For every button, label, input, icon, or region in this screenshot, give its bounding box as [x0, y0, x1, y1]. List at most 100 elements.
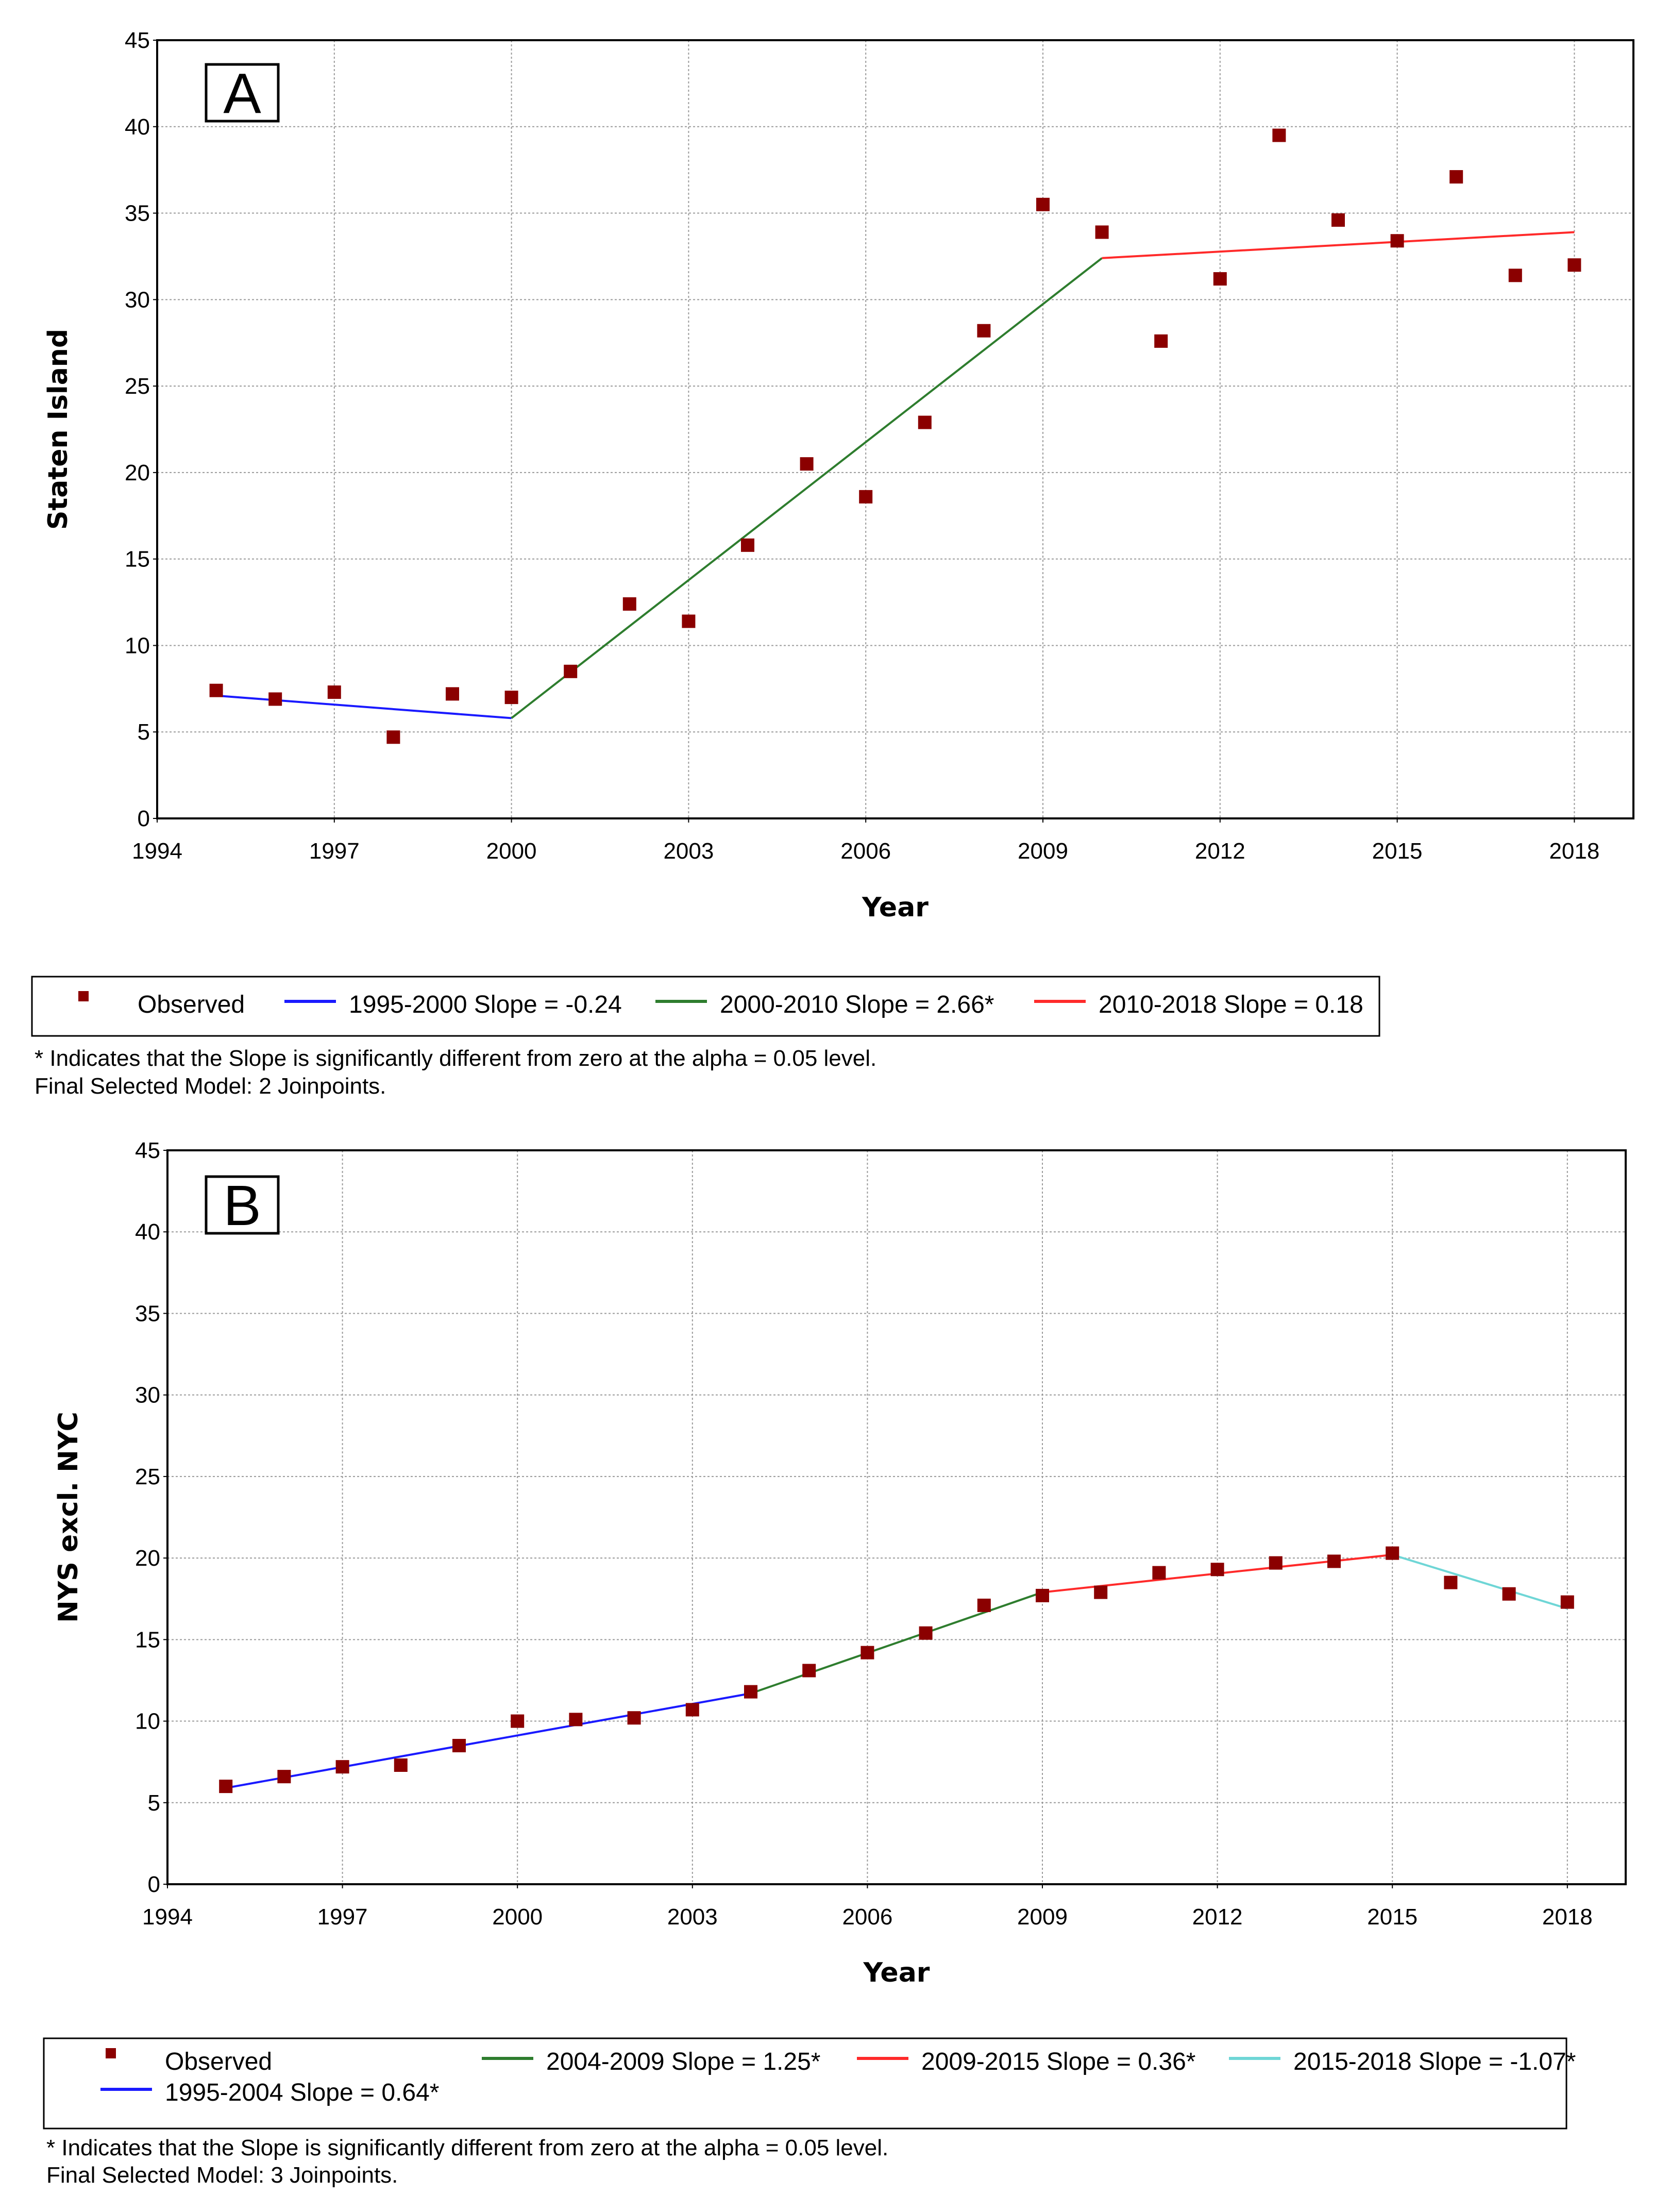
observed-point: [685, 1703, 699, 1717]
trend-segment-1: [216, 694, 512, 719]
y-tick-label: 20: [135, 1546, 160, 1571]
observed-point: [209, 683, 223, 697]
y-axis-title: NYS excl. NYC: [53, 1412, 84, 1623]
legend-segment-label: 2000-2010 Slope = 2.66*: [720, 991, 994, 1018]
observed-point: [1390, 234, 1404, 248]
y-tick-label: 20: [125, 460, 150, 485]
y-tick-label: 25: [135, 1464, 160, 1489]
panel-letter: B: [223, 1174, 261, 1237]
legend-segment-label: 2009-2015 Slope = 0.36*: [921, 2048, 1195, 2075]
observed-point: [277, 1770, 291, 1784]
legend-segment-label: 1995-2004 Slope = 0.64*: [165, 2079, 439, 2106]
legend-segment-label: 2010-2018 Slope = 0.18: [1099, 991, 1363, 1018]
y-tick-label: 5: [148, 1790, 160, 1816]
observed-point: [1272, 128, 1286, 142]
observed-point: [1444, 1576, 1458, 1589]
observed-point: [1502, 1587, 1516, 1601]
y-tick-label: 30: [135, 1383, 160, 1408]
observed-point: [386, 730, 400, 744]
observed-point: [1269, 1556, 1283, 1570]
panel-letter-box: [205, 1175, 280, 1235]
observed-point: [219, 1780, 233, 1794]
observed-point: [859, 490, 873, 504]
observed-point: [1331, 213, 1345, 227]
observed-point: [861, 1646, 874, 1660]
legend-observed-swatch: [106, 2048, 116, 2058]
observed-point: [744, 1685, 757, 1699]
y-tick-label: 45: [135, 1138, 160, 1163]
y-tick-label: 5: [138, 719, 150, 745]
x-tick-label: 2015: [1367, 1904, 1418, 1930]
observed-point: [446, 687, 459, 701]
observed-point: [1560, 1595, 1574, 1609]
x-axis-title: Year: [863, 1957, 930, 1988]
observed-point: [622, 597, 636, 611]
legend-box: [31, 976, 1380, 1037]
x-tick-label: 1997: [317, 1904, 368, 1930]
x-tick-label: 1994: [132, 839, 182, 864]
observed-point: [1095, 225, 1109, 239]
x-tick-label: 2018: [1542, 1904, 1593, 1930]
observed-point: [1036, 1588, 1049, 1602]
y-tick-label: 15: [125, 547, 150, 572]
legend-segment-label: 2015-2018 Slope = -1.07*: [1293, 2048, 1576, 2075]
panel-b: 0 5 10 15 20 25 30 35 40 45 1994 1997 2000 2003 2006 20…: [43, 1138, 1627, 2188]
y-tick-label: 10: [135, 1709, 160, 1734]
x-axis-title: Year: [862, 892, 929, 923]
y-tick-label: 35: [135, 1301, 160, 1326]
trend-segment-2: [750, 1591, 1043, 1695]
observed-point: [1327, 1554, 1341, 1568]
observed-point: [918, 415, 932, 429]
footnote: * Indicates that the Slope is significan…: [46, 2135, 888, 2160]
footnote: Final Selected Model: 2 Joinpoints.: [35, 1074, 386, 1099]
observed-point: [977, 324, 991, 338]
y-tick-label: 0: [138, 806, 150, 831]
observed-point: [569, 1713, 583, 1727]
x-tick-label: 2009: [1018, 839, 1068, 864]
x-tick-label: 1994: [142, 1904, 193, 1930]
observed-point: [564, 664, 578, 678]
x-tick-label: 2003: [663, 839, 714, 864]
panel-a: 0 5 10 15 20 25 30 35 40 45 1994 1997 2000 2003 2006 20…: [31, 28, 1634, 1099]
observed-point: [1213, 272, 1227, 286]
legend-observed-label: Observed: [138, 991, 245, 1018]
observed-point: [335, 1760, 349, 1774]
observed-point: [741, 538, 754, 552]
x-tick-label: 2012: [1195, 839, 1245, 864]
observed-point: [394, 1758, 408, 1772]
legend-observed-label: Observed: [165, 2048, 272, 2075]
observed-point: [1567, 258, 1581, 272]
plot-frame: [166, 1149, 1627, 1885]
y-tick-label: 40: [135, 1219, 160, 1245]
observed-point: [511, 1714, 525, 1728]
observed-point: [1094, 1585, 1108, 1599]
observed-point: [977, 1598, 991, 1612]
observed-point: [919, 1626, 933, 1640]
x-tick-label: 2018: [1549, 839, 1599, 864]
observed-point: [1386, 1546, 1399, 1560]
x-tick-label: 2009: [1017, 1904, 1068, 1930]
x-tick-label: 2015: [1372, 839, 1423, 864]
observed-point: [1154, 334, 1168, 348]
y-tick-label: 35: [125, 201, 150, 226]
footnote: * Indicates that the Slope is significan…: [35, 1046, 876, 1071]
x-tick-label: 2006: [840, 839, 891, 864]
x-tick-label: 2003: [667, 1904, 718, 1930]
observed-point: [1508, 269, 1522, 282]
y-tick-label: 40: [125, 114, 150, 140]
observed-point: [504, 691, 518, 705]
observed-point: [1152, 1566, 1166, 1580]
observed-point: [802, 1664, 816, 1678]
observed-point: [327, 685, 341, 699]
trend-segment-1: [225, 1692, 751, 1789]
observed-point: [627, 1711, 641, 1725]
observed-point: [268, 692, 282, 706]
observed-point: [1036, 197, 1050, 211]
legend-observed-swatch: [78, 991, 89, 1001]
observed-point: [800, 457, 814, 471]
x-tick-label: 2006: [842, 1904, 892, 1930]
y-tick-label: 15: [135, 1627, 160, 1652]
legend-segment-label: 2004-2009 Slope = 1.25*: [546, 2048, 820, 2075]
observed-point: [1449, 170, 1463, 184]
